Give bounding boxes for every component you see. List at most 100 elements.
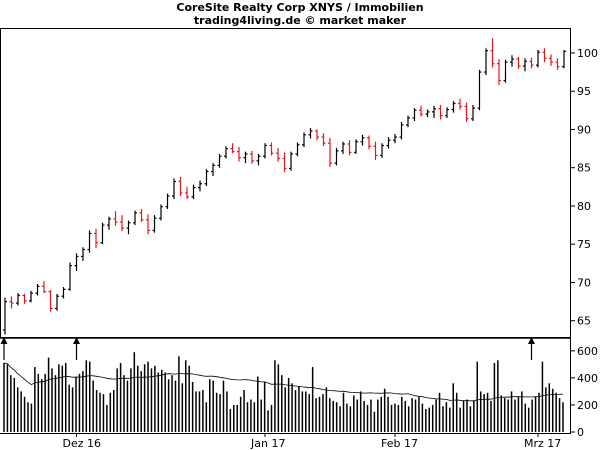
ohlc-bar: [230, 143, 235, 154]
ohlc-bar: [308, 127, 313, 139]
ohlc-bar: [471, 104, 475, 122]
ohlc-bar: [399, 121, 404, 140]
volume-average-line: [3, 362, 564, 402]
ohlc-bar: [55, 293, 59, 311]
ohlc-bar: [113, 211, 118, 226]
ohlc-bar: [562, 49, 566, 69]
ohlc-bar: [406, 115, 410, 128]
ohlc-bar: [380, 143, 384, 158]
time-tick-label: Feb 17: [381, 437, 418, 450]
ohlc-bar: [497, 59, 501, 86]
price-tick-label: 75: [577, 238, 591, 251]
ohlc-bar: [9, 296, 14, 309]
ohlc-bar: [74, 253, 79, 271]
ohlc-bar: [451, 101, 456, 113]
ohlc-bar: [100, 222, 105, 245]
ohlc-bar: [295, 142, 300, 157]
ohlc-bar: [250, 150, 254, 164]
ohlc-bar: [256, 153, 261, 166]
price-panel-frame: [0, 28, 571, 338]
ohlc-bar: [126, 220, 131, 235]
ohlc-bar: [536, 49, 540, 68]
ohlc-bar: [484, 48, 488, 76]
price-tick-label: 65: [577, 315, 591, 328]
ohlc-bar: [282, 152, 287, 173]
volume-tick-label: 200: [577, 399, 598, 412]
ohlc-bar: [529, 57, 534, 69]
ohlc-bar: [16, 293, 20, 306]
ohlc-bar: [315, 129, 319, 141]
ohlc-bar: [458, 98, 462, 110]
ohlc-bar: [425, 109, 430, 118]
price-tick-label: 80: [577, 200, 591, 213]
price-bars: [3, 38, 566, 335]
ohlc-bar: [432, 105, 436, 118]
volume-tick-label: 0: [577, 426, 584, 439]
chart-title: CoreSite Realty Corp XNYS / Immobilien: [176, 1, 424, 14]
ohlc-bar: [321, 133, 326, 147]
ohlc-bar: [224, 146, 228, 159]
ohlc-bar: [269, 142, 274, 156]
ohlc-bar: [412, 108, 417, 122]
event-marker-arrow: [528, 337, 535, 360]
ohlc-bar: [3, 297, 7, 335]
event-markers: [0, 337, 535, 360]
price-tick-label: 95: [577, 85, 591, 98]
ohlc-bar: [22, 293, 27, 304]
ohlc-bar: [328, 137, 332, 167]
ohlc-bar: [107, 216, 111, 230]
time-tick-label: Mrz 17: [524, 437, 561, 450]
ohlc-bar: [48, 290, 53, 312]
time-tick-label: Jan 17: [250, 437, 285, 450]
ohlc-bar: [464, 102, 469, 122]
price-tick-label: 90: [577, 123, 591, 136]
ohlc-bar: [172, 178, 176, 200]
ohlc-bar: [217, 153, 222, 168]
ohlc-bar: [542, 48, 547, 63]
ohlc-bar: [139, 209, 144, 223]
ohlc-bar: [334, 147, 339, 166]
ohlc-bar: [367, 135, 371, 150]
ohlc-bar: [341, 141, 345, 154]
ohlc-bar: [211, 163, 215, 177]
ohlc-bar: [29, 290, 33, 303]
ohlc-bar: [445, 107, 449, 118]
ohlc-bar: [438, 104, 443, 120]
price-tick-label: 70: [577, 276, 591, 289]
event-marker-arrow: [73, 337, 80, 360]
ohlc-bar: [516, 56, 521, 70]
chart-subtitle: trading4living.de © market maker: [193, 14, 407, 27]
ohlc-bar: [120, 215, 124, 232]
ohlc-bar: [510, 55, 514, 67]
ohlc-bar: [61, 287, 66, 299]
ohlc-bar: [373, 141, 378, 161]
price-tick-label: 85: [577, 162, 591, 175]
ohlc-bar: [42, 280, 46, 294]
ohlc-bar: [302, 132, 306, 148]
ohlc-bar: [191, 184, 196, 200]
axes: 65 70 75 80 85 90 95 100 0 200 400 600 Dez 16 Jan 17 F…: [63, 47, 599, 450]
ohlc-bar: [68, 262, 72, 291]
ohlc-bar: [185, 186, 189, 200]
time-tick-label: Dez 16: [63, 437, 102, 450]
ohlc-bar: [523, 58, 527, 72]
ohlc-bar: [477, 69, 482, 111]
event-marker-arrow: [0, 337, 8, 360]
ohlc-bar: [263, 143, 267, 159]
ohlc-bar: [289, 151, 293, 171]
ohlc-bar: [35, 283, 40, 296]
ohlc-bar: [165, 193, 170, 210]
ohlc-bar: [243, 151, 248, 164]
volume-bars: [3, 352, 564, 432]
ohlc-bar: [81, 247, 85, 262]
ohlc-bar: [354, 139, 358, 154]
ohlc-bar: [555, 58, 560, 70]
ohlc-bar: [503, 59, 508, 83]
ohlc-bar: [87, 230, 92, 253]
ohlc-bar: [386, 137, 391, 149]
ohlc-bar: [204, 169, 209, 187]
ohlc-bar: [360, 134, 365, 146]
ohlc-bar: [94, 228, 98, 249]
ohlc-bar: [276, 147, 280, 162]
